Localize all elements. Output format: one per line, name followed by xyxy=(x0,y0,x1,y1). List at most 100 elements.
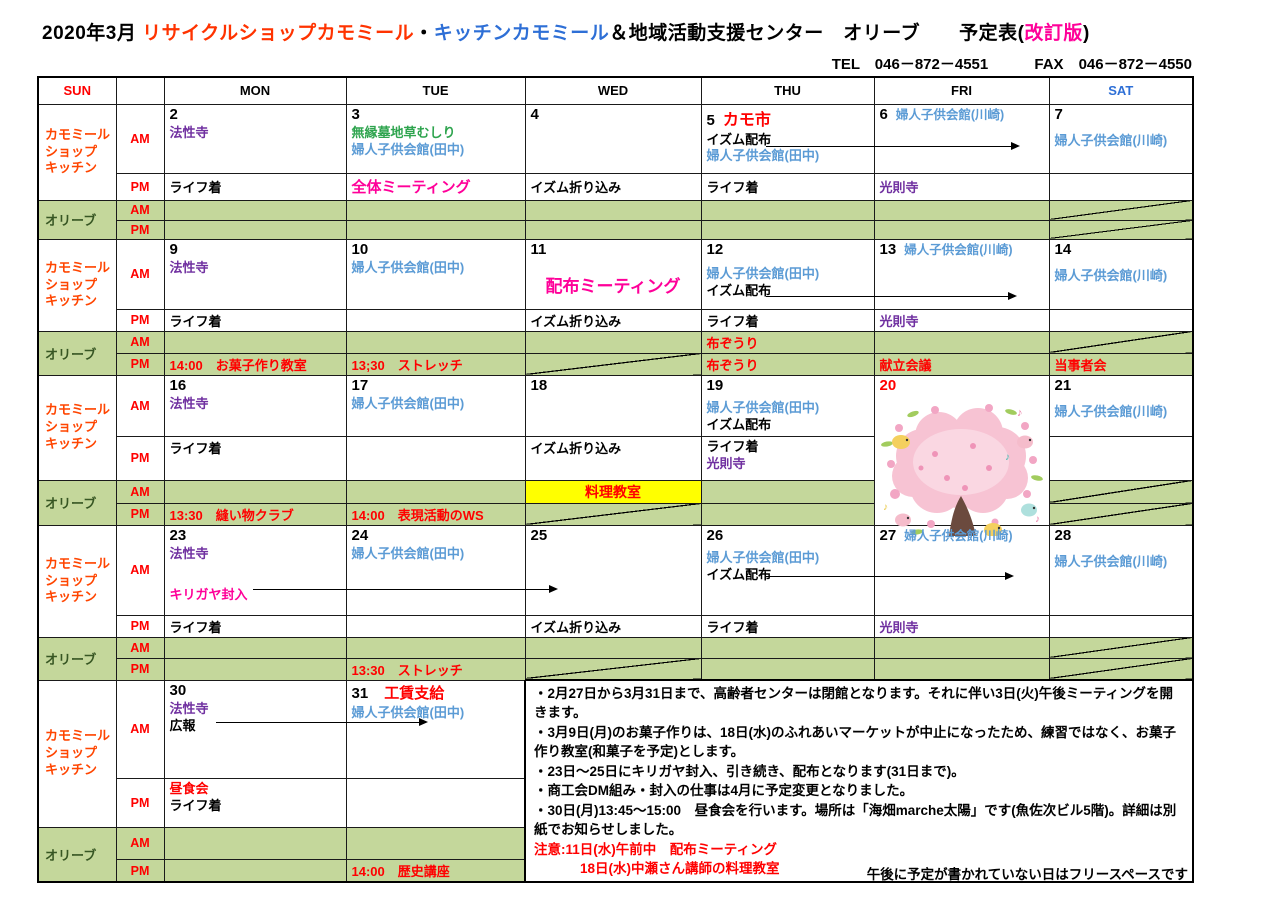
header-tue: TUE xyxy=(345,76,526,105)
cell-mar24-pm xyxy=(345,614,526,638)
footer-note: 午後に予定が書かれていない日はフリースペースです xyxy=(866,867,1188,882)
cell-mar19-pm: ライフ着 光則寺 xyxy=(700,435,875,481)
pm-label: PM xyxy=(115,502,165,526)
cell-mar17-pm xyxy=(345,435,526,481)
olive-event: 当事者会 xyxy=(1048,352,1194,376)
row-label-olive: オリーブ xyxy=(37,199,117,240)
cell-mar21-am: 21 婦人子供会館(川崎) xyxy=(1048,374,1194,437)
row-label-chamomile: カモミール ショップ キッチン xyxy=(37,103,117,201)
day-number: 27 xyxy=(879,526,897,544)
event: 婦人子供会館(田中) xyxy=(706,399,820,415)
event: ライフ着 xyxy=(706,438,759,454)
week4-am-row: カモミール ショップ キッチン AM 23 法性寺 キリガヤ封入 24 婦人子供… xyxy=(37,524,1194,638)
olive-event: 布ぞうり xyxy=(700,352,875,376)
olive-cell xyxy=(700,502,875,526)
day-number: 20 xyxy=(879,376,897,394)
event: 婦人子供会館(田中) xyxy=(351,545,465,561)
cell-mar14-am: 14 婦人子供会館(川崎) xyxy=(1048,238,1194,310)
day-number: 16 xyxy=(169,376,187,394)
pm-label: PM xyxy=(115,219,165,240)
week3-pm-row: PM ライフ着 イズム折り込み ライフ着 光則寺 xyxy=(38,435,1194,481)
notes-line: ・3月9日(月)のお菓子作りは、18日(水)のふれあいマーケットが中止になったた… xyxy=(534,724,1177,760)
arrow-kouhou-week5 xyxy=(216,718,428,726)
cell-mar13-pm: 光則寺 xyxy=(873,308,1050,332)
header-fri: FRI xyxy=(873,76,1050,105)
cell-mar12-am: 12 婦人子供会館(田中) イズム配布 xyxy=(700,238,875,310)
event: 婦人子供会館(田中) xyxy=(351,395,465,411)
notes-line: ・30日(月)13:45～15:00 昼食会を行います。場所は「海畑marche… xyxy=(534,802,1177,838)
day-number: 4 xyxy=(530,105,539,123)
olive-cell xyxy=(700,636,875,659)
olive2-am-row: オリーブ AM 布ぞうり xyxy=(37,330,1194,376)
pm-label: PM xyxy=(115,308,165,332)
event: 法性寺 xyxy=(169,124,209,140)
cell-mar9-am: 9 法性寺 xyxy=(163,238,347,310)
cell-mar2-am: 2 法性寺 xyxy=(163,103,347,174)
am-label: AM xyxy=(115,374,165,437)
cell-mar6-am: 6 婦人子供会館(川崎) xyxy=(873,103,1050,174)
day-number: 2 xyxy=(169,105,178,123)
row-label-olive: オリーブ xyxy=(37,330,117,376)
day-number: 3 xyxy=(351,105,360,123)
week5-am-row: カモミール ショップ キッチン AM 30 法性寺 広報 31 工賃支給 婦人子供… xyxy=(37,678,1194,884)
olive-cell xyxy=(163,826,347,861)
day-number: 25 xyxy=(530,526,548,544)
event: 婦人子供会館(川崎) xyxy=(1054,267,1168,283)
day-number: 14 xyxy=(1054,240,1072,258)
olive4-am-row: オリーブ AM xyxy=(37,636,1194,681)
olive-event: 14:00 お菓子作り教室 xyxy=(163,352,347,376)
header-sat: SAT xyxy=(1048,76,1194,105)
olive-event: 13:30 ストレッチ xyxy=(345,657,526,681)
day-number: 28 xyxy=(1054,526,1072,544)
event: 婦人子供会館(田中) xyxy=(351,259,465,275)
cell-mar7-pm xyxy=(1048,172,1194,201)
pm-label: PM xyxy=(115,777,165,828)
olive-cell xyxy=(873,636,1050,659)
week1-am-row: カモミール ショップ キッチン AM 2 法性寺 3 無縁墓地草むしり 婦人子供… xyxy=(37,103,1194,201)
event: 光則寺 xyxy=(706,456,746,472)
event: 婦人子供会館(川崎) xyxy=(1054,403,1168,419)
am-label: AM xyxy=(115,524,165,616)
olive-event: 13:30 縫い物クラブ xyxy=(163,502,347,526)
cell-mar30-pm: 昼食会 ライフ着 xyxy=(163,777,347,828)
am-label: AM xyxy=(115,199,165,221)
olive-cell xyxy=(524,636,702,659)
am-label: AM xyxy=(115,103,165,174)
week2-am-row: カモミール ショップ キッチン AM 9 法性寺 10 婦人子供会館(田中) 1… xyxy=(37,238,1194,332)
olive-cell-closed xyxy=(1048,219,1194,240)
olive-event: 14:00 表現活動のWS xyxy=(345,502,526,526)
day-number: 18 xyxy=(530,376,548,394)
notes-block: ・2月27日から3月31日まで、高齢者センターは閉館となります。それに伴い3日(… xyxy=(524,678,1194,884)
header-sun: SUN xyxy=(37,76,117,105)
olive5-pm-row: PM 14:00 歴史講座 xyxy=(38,859,1193,883)
pm-label: PM xyxy=(115,172,165,201)
notes-warning: 注意:11日(水)午前中 配布ミーティング xyxy=(534,841,777,857)
olive-cell xyxy=(700,657,875,681)
arrow-izumu-week2 xyxy=(766,292,1017,300)
event: 無縁墓地草むしり xyxy=(351,124,456,140)
am-label: AM xyxy=(115,330,165,354)
weekday-header-row: SUN MON TUE WED THU FRI SAT xyxy=(37,76,1194,105)
event-meeting: 配布ミーティング xyxy=(545,276,681,296)
pm-label: PM xyxy=(115,657,165,681)
cell-mar16-pm: ライフ着 xyxy=(163,435,347,481)
row-label-olive: オリーブ xyxy=(37,826,117,883)
olive-cell xyxy=(873,657,1050,681)
svg-text:♪: ♪ xyxy=(883,502,888,513)
cell-mar4-pm: イズム折り込み xyxy=(524,172,702,201)
arrow-izumu-week1 xyxy=(766,142,1020,150)
cell-mar24-am: 24 婦人子供会館(田中) xyxy=(345,524,526,616)
event: ライフ着 xyxy=(169,798,222,814)
event-kamoichi: カモ市 xyxy=(722,111,771,129)
cell-mar5-am: 5 カモ市 イズム配布 婦人子供会館(田中) xyxy=(700,103,875,174)
row-label-olive: オリーブ xyxy=(37,479,117,526)
header-wed: WED xyxy=(524,76,702,105)
event: イズム配布 xyxy=(706,282,772,298)
title-dot: ・ xyxy=(414,23,434,44)
row-label-chamomile: カモミール ショップ キッチン xyxy=(37,374,117,481)
olive-cell xyxy=(163,479,347,504)
title-month: 2020年3月 xyxy=(42,23,137,44)
header-mon: MON xyxy=(163,76,347,105)
am-label: AM xyxy=(115,826,165,861)
olive-cell xyxy=(873,330,1050,354)
